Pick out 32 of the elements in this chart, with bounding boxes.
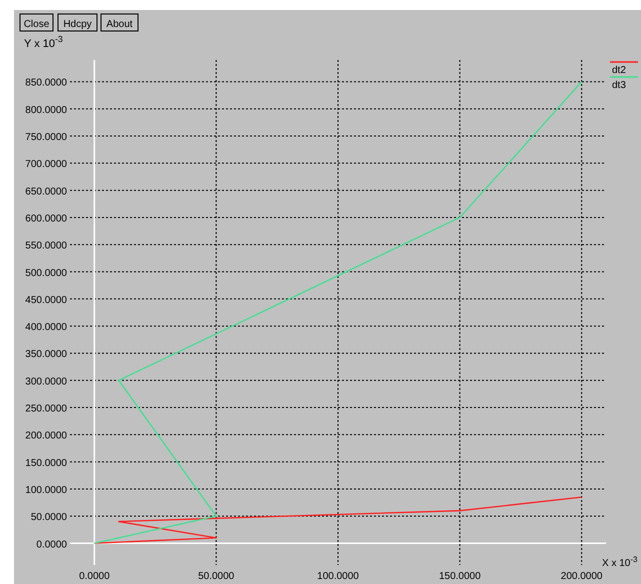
y-tick-label: 200.0000 [25, 430, 68, 442]
y-tick-label: 750.0000 [25, 132, 68, 144]
text: Close [24, 19, 50, 30]
y-tick-label: 650.0000 [25, 186, 68, 198]
y-tick-label: 50.0000 [30, 512, 68, 524]
legend-label: dt2 [612, 65, 626, 76]
y-tick-label: 100.0000 [25, 484, 68, 496]
y-tick-label: 600.0000 [25, 213, 68, 224]
y-tick-label: 400.0000 [25, 322, 68, 334]
y-tick-label: 250.0000 [25, 404, 68, 415]
y-tick-label: 700.0000 [25, 159, 68, 170]
line-series [94, 81, 582, 544]
y-tick-label: 150.0000 [25, 458, 68, 469]
line-series [94, 496, 582, 544]
y-tick-label: 0.0000 [36, 539, 68, 550]
x-tick-label: 50.0000 [198, 571, 235, 582]
y-tick-label: 550.0000 [25, 240, 68, 252]
y-tick-label: 850.0000 [25, 78, 68, 89]
x-axis-title: X x 10$^{-3}$ [602, 554, 638, 569]
y-tick-label: 800.0000 [25, 104, 68, 116]
y-axis-title: Y x 10$^{-3}$ [24, 34, 63, 50]
y-tick-label: 300.0000 [25, 376, 68, 388]
y-tick-label: 450.0000 [25, 294, 68, 306]
y-tick-label: 350.0000 [25, 349, 68, 360]
x-tick-label: 100.0000 [317, 571, 360, 582]
text: Hdcpy [63, 19, 92, 30]
x-tick-label: 0.0000 [79, 571, 110, 582]
x-tick-label: 200.0000 [560, 571, 603, 582]
x-tick-label: 150.0000 [438, 571, 482, 582]
text: About [106, 19, 133, 30]
y-tick-label: 500.0000 [25, 268, 68, 279]
legend-label: dt3 [612, 80, 626, 91]
